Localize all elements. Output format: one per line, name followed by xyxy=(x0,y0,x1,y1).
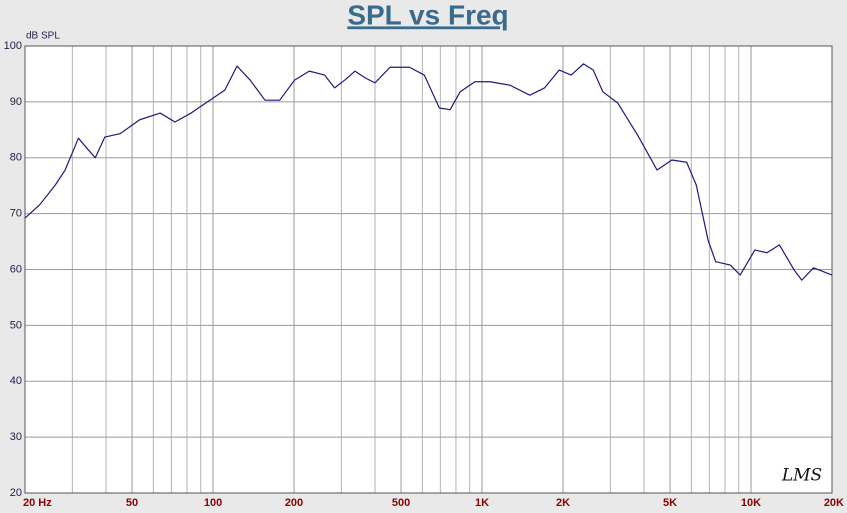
y-tick-label: 50 xyxy=(10,319,22,331)
y-tick-label: 70 xyxy=(10,208,22,220)
x-tick-label: 20 Hz xyxy=(23,497,52,509)
x-tick-label: 5K xyxy=(663,497,677,509)
watermark: LMS xyxy=(781,466,822,486)
x-tick-label: 2K xyxy=(556,497,570,509)
x-tick-label: 10K xyxy=(741,497,761,509)
y-tick-label: 90 xyxy=(10,96,22,108)
x-tick-label: 20K xyxy=(824,497,844,509)
chart-title: SPL vs Freq xyxy=(347,0,508,30)
x-tick-label: 50 xyxy=(126,497,138,509)
x-tick-label: 500 xyxy=(392,497,410,509)
plot-border xyxy=(24,45,833,494)
y-tick-label: 60 xyxy=(10,263,22,275)
y-tick-label: 80 xyxy=(10,152,22,164)
y-tick-label: 20 xyxy=(10,487,22,499)
x-tick-label: 1K xyxy=(475,497,489,509)
x-tick-label: 200 xyxy=(285,497,303,509)
x-tick-label: 100 xyxy=(204,497,222,509)
y-tick-label: 100 xyxy=(4,40,22,52)
y-axis-label: dB SPL xyxy=(26,31,60,42)
spl-line xyxy=(24,63,833,281)
y-tick-label: 30 xyxy=(10,431,22,443)
y-tick-label: 40 xyxy=(10,375,22,387)
